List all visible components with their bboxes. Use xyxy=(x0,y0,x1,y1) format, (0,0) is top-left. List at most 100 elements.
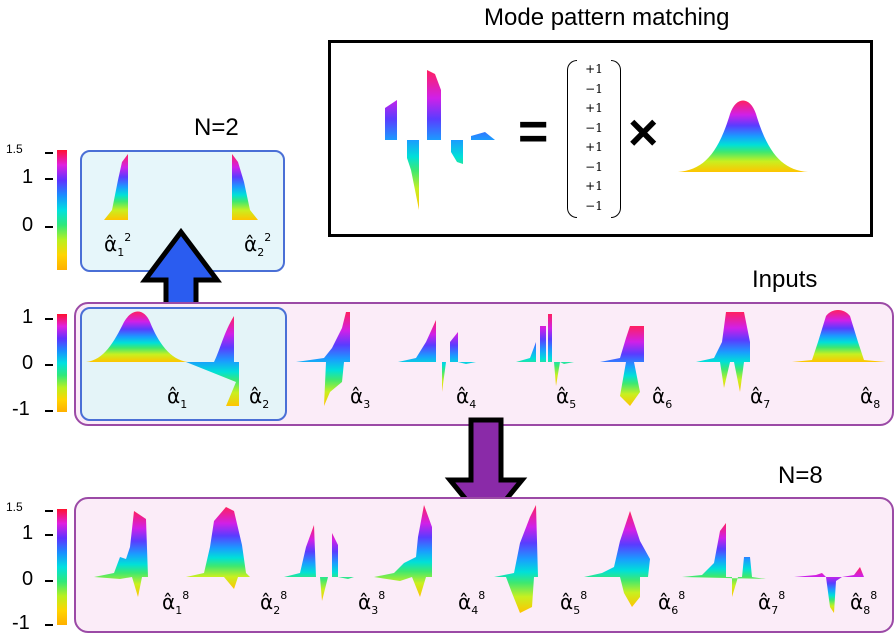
vector-entry: −1 xyxy=(585,198,603,213)
mode-order: 8 xyxy=(580,589,588,603)
inputs-highlight-box xyxy=(80,307,287,421)
input-mode-label-3: α̂3 xyxy=(350,384,370,411)
pattern-title: Mode pattern matching xyxy=(484,4,730,31)
equals-sign: = xyxy=(518,103,549,161)
gaussian-mode xyxy=(678,100,808,172)
n8-mode-label-4: α̂48 xyxy=(458,589,486,617)
vector-entry: +1 xyxy=(585,179,603,193)
input-mode-7-shape xyxy=(696,312,750,392)
input-mode-shapes xyxy=(86,310,886,406)
n2-label: N=2 xyxy=(194,114,239,141)
n8-mode-6-shape xyxy=(584,511,650,607)
colorbar-bottom-tick-1: 1 xyxy=(22,522,34,544)
mode-symbol: α̂ xyxy=(249,384,263,408)
input-mode-5-shape xyxy=(516,314,574,386)
colorbar-middle xyxy=(57,314,67,412)
input-mode-label-7: α̂7 xyxy=(750,384,770,411)
pattern-vector: +1 −1 +1 −1 +1 −1 +1 −1 xyxy=(567,60,621,218)
colorbar-top-tick-1: 1 xyxy=(22,166,34,188)
mode-index: 4 xyxy=(471,604,479,617)
n8-mode-label-2: α̂28 xyxy=(260,589,288,617)
inputs-label: Inputs xyxy=(752,266,818,293)
mode-symbol: α̂ xyxy=(556,384,570,408)
vector-entry: +1 xyxy=(585,101,603,115)
mode-index: 5 xyxy=(573,604,581,617)
colorbar-mid-tick-0: 0 xyxy=(22,352,34,374)
n8-mode-label-8: α̂88 xyxy=(850,589,878,617)
mode-order: 8 xyxy=(678,589,686,603)
mode-symbol: α̂ xyxy=(652,384,666,408)
n8-mode-label-1: α̂18 xyxy=(162,589,190,617)
mode-order: 8 xyxy=(182,589,190,603)
vector-entry: −1 xyxy=(585,159,603,174)
colorbar-top-tick-1_5: 1.5 xyxy=(6,142,23,156)
mode-index: 2 xyxy=(273,604,281,617)
mode-symbol: α̂ xyxy=(456,384,470,408)
mode-index: 7 xyxy=(763,398,771,411)
n8-mode-2-shape xyxy=(186,507,250,589)
mode-symbol: α̂ xyxy=(167,384,181,408)
mode-index: 7 xyxy=(771,604,779,617)
pattern-waveform xyxy=(350,70,495,210)
colorbar-bottom xyxy=(57,509,67,625)
mode-index: 8 xyxy=(873,398,881,411)
mode-symbol: α̂ xyxy=(260,590,274,614)
mode-index: 3 xyxy=(371,604,379,617)
vector-entry: −1 xyxy=(585,120,603,135)
input-mode-6-shape xyxy=(600,326,644,406)
n8-mode-label-6: α̂68 xyxy=(658,589,686,617)
mode-symbol: α̂ xyxy=(350,384,364,408)
mode-index: 3 xyxy=(363,398,371,411)
input-mode-label-1: α̂1 xyxy=(167,384,187,411)
input-mode-2-shape xyxy=(186,316,239,406)
times-sign: × xyxy=(628,104,659,162)
left-paren xyxy=(567,60,577,218)
n8-mode-label-3: α̂38 xyxy=(358,589,385,617)
n8-mode-5-shape xyxy=(494,505,538,613)
input-mode-4-shape xyxy=(398,320,476,392)
mode-index: 5 xyxy=(569,398,577,411)
mode-index: 6 xyxy=(665,398,673,411)
n8-mode-7-shape xyxy=(682,523,766,597)
mode-symbol: α̂ xyxy=(860,384,874,408)
n2-mode-2-shape xyxy=(232,154,258,220)
input-mode-label-5: α̂5 xyxy=(556,384,576,411)
mode-index: 4 xyxy=(469,398,477,411)
input-mode-label-8: α̂8 xyxy=(860,384,880,411)
n8-mode-4-shape xyxy=(374,505,432,597)
n8-mode-1-shape xyxy=(94,511,148,597)
mode-index: 6 xyxy=(671,604,679,617)
colorbar-bottom-tick-1_5: 1.5 xyxy=(6,500,23,514)
mode-order: 8 xyxy=(478,589,486,603)
n8-label: N=8 xyxy=(778,462,823,489)
vector-entry: +1 xyxy=(585,140,603,154)
mode-symbol: α̂ xyxy=(658,590,672,614)
n8-mode-shapes xyxy=(94,505,874,613)
mode-symbol: α̂ xyxy=(358,590,372,614)
vector-entry: +1 xyxy=(585,62,603,76)
n2-mode-1-shape xyxy=(104,154,128,220)
mode-symbol: α̂ xyxy=(850,590,864,614)
colorbar-top-tick-0: 0 xyxy=(22,214,34,236)
colorbar-top xyxy=(57,150,67,270)
n8-mode-label-5: α̂58 xyxy=(560,589,588,617)
vector-entry: −1 xyxy=(585,81,603,96)
colorbar-mid-tick-neg1: -1 xyxy=(12,398,30,420)
pattern-box xyxy=(328,40,873,237)
n8-mode-3-shape xyxy=(284,525,354,601)
input-mode-8-shape xyxy=(792,310,886,362)
mode-order: 8 xyxy=(778,589,786,603)
right-paren xyxy=(611,60,621,218)
input-mode-3-shape xyxy=(296,312,350,406)
mode-symbol: α̂ xyxy=(560,590,574,614)
n8-mode-label-7: α̂78 xyxy=(758,589,786,617)
mode-order: 8 xyxy=(870,589,878,603)
mode-index: 2 xyxy=(262,398,270,411)
mode-symbol: α̂ xyxy=(458,590,472,614)
input-mode-label-4: α̂4 xyxy=(456,384,476,411)
colorbar-bottom-tick-neg1: -1 xyxy=(12,612,30,634)
colorbar-bottom-tick-0: 0 xyxy=(22,568,34,590)
mode-index: 1 xyxy=(180,398,188,411)
mode-index: 1 xyxy=(175,604,183,617)
mode-order: 8 xyxy=(280,589,288,603)
